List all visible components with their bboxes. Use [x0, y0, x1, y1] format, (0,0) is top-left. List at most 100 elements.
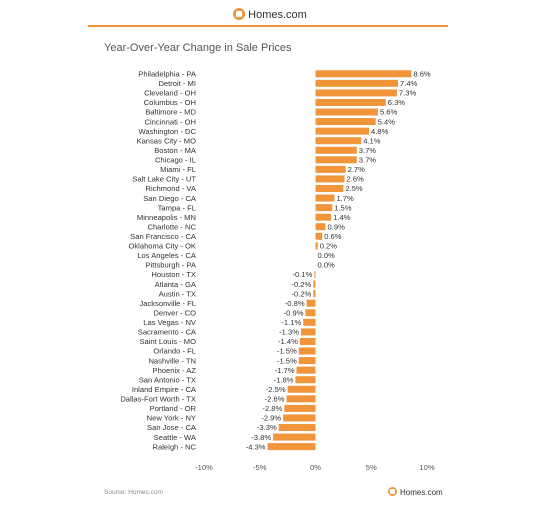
x-tick-label: 10% — [419, 463, 434, 472]
value-label: 7.3% — [399, 89, 417, 98]
value-label: -1.5% — [277, 347, 297, 356]
category-label: Kansas City - MO — [137, 136, 197, 145]
category-label: Las Vegas - NV — [143, 318, 197, 327]
bar — [287, 385, 316, 393]
bar — [315, 242, 318, 250]
category-label: Pittsburgh - PA — [145, 261, 196, 270]
bar — [315, 98, 386, 106]
bar — [314, 271, 316, 279]
value-label: -2.9% — [261, 414, 281, 423]
bar — [315, 137, 362, 145]
value-label: 6.3% — [388, 98, 406, 107]
category-label: Nashville - TN — [148, 356, 196, 365]
value-label: 2.6% — [346, 175, 364, 184]
bar — [315, 185, 344, 192]
value-label: 1.4% — [333, 213, 351, 222]
category-label: Philadelphia - PA — [138, 69, 197, 78]
bar — [315, 108, 378, 116]
bar — [296, 366, 316, 374]
logo-text: Homes.com — [248, 9, 307, 21]
category-label: San Francisco - CA — [130, 232, 197, 241]
footer-logo-text: Homes.com — [400, 488, 443, 497]
homes-logo-icon — [233, 8, 246, 20]
value-label: 0.9% — [328, 222, 346, 231]
category-label: Chicago - IL — [155, 156, 196, 165]
value-label: 5.4% — [378, 117, 396, 126]
category-label: Seattle - WA — [154, 433, 197, 442]
value-label: 3.7% — [359, 156, 377, 165]
category-label: Inland Empire - CA — [132, 385, 197, 394]
category-label: Richmond - VA — [145, 184, 196, 193]
bar — [305, 309, 316, 317]
value-label: 4.1% — [363, 136, 381, 145]
category-label: Minneapolis - MN — [137, 213, 196, 222]
value-label: 1.5% — [334, 203, 352, 212]
value-label: -4.3% — [246, 442, 266, 451]
bar — [315, 232, 323, 240]
bar — [315, 118, 376, 126]
source-note: Source: Homes.com — [104, 489, 163, 496]
bar — [299, 337, 316, 345]
value-label: -1.1% — [281, 318, 301, 327]
footer-logo: Homes.com — [388, 487, 443, 497]
value-label: 4.8% — [371, 127, 389, 136]
category-label: Dallas-Fort Worth - TX — [120, 395, 196, 404]
bar — [313, 290, 316, 298]
bar — [301, 328, 316, 336]
category-label: Atlanta - GA — [155, 280, 197, 289]
category-label: Austin - TX — [159, 289, 196, 298]
category-label: Denver - CO — [153, 308, 196, 317]
bar — [315, 223, 326, 231]
category-label: New York - NY — [147, 414, 196, 423]
category-label: Boston - MA — [154, 146, 197, 155]
category-label: Salt Lake City - UT — [132, 175, 196, 184]
category-label: Detroit - MI — [158, 79, 196, 88]
bar — [278, 424, 316, 431]
x-tick-label: -10% — [195, 463, 213, 472]
category-label: San Jose - CA — [147, 423, 197, 432]
bar — [298, 347, 316, 355]
category-label: Cincinnati - OH — [145, 117, 196, 126]
value-label: 1.7% — [336, 194, 354, 203]
value-label: 0.0% — [318, 261, 336, 270]
bar — [283, 414, 316, 422]
value-label: 2.5% — [345, 184, 363, 193]
category-label: Orlando - FL — [153, 347, 196, 356]
value-label: -1.8% — [274, 375, 294, 384]
bar — [315, 127, 370, 135]
bar — [315, 146, 357, 154]
value-label: -1.5% — [277, 356, 297, 365]
value-label: -2.6% — [265, 395, 285, 404]
bar — [295, 376, 316, 384]
value-label: -0.2% — [291, 280, 311, 289]
category-label: Baltimore - MD — [145, 108, 196, 117]
category-label: Columbus - OH — [144, 98, 196, 107]
value-label: 3.7% — [359, 146, 377, 155]
category-label: Jacksonville - FL — [139, 299, 196, 308]
x-tick-label: 0% — [310, 463, 321, 472]
value-label: -2.5% — [266, 385, 286, 394]
value-label: -0.2% — [291, 289, 311, 298]
bar — [303, 318, 316, 326]
category-label: Tampa - FL — [158, 203, 196, 212]
bar — [306, 299, 316, 307]
bar — [286, 395, 316, 403]
bar — [273, 433, 316, 441]
value-label: -0.9% — [284, 308, 304, 317]
value-label: -0.1% — [293, 270, 313, 279]
value-label: 0.2% — [320, 242, 338, 251]
category-label: Sacramento - CA — [138, 328, 197, 337]
homes-logo-icon — [388, 487, 397, 496]
value-label: 5.6% — [380, 108, 398, 117]
category-label: Charlotte - NC — [147, 222, 196, 231]
chart-title: Year-Over-Year Change in Sale Prices — [104, 42, 292, 54]
value-label: -1.7% — [275, 366, 295, 375]
category-label: Washington - DC — [138, 127, 196, 136]
bar — [313, 280, 316, 288]
category-label: Los Angeles - CA — [137, 251, 197, 260]
bar — [315, 175, 345, 183]
bar — [315, 165, 346, 173]
homes-logo: Homes.com — [0, 8, 540, 21]
bar — [315, 204, 333, 212]
